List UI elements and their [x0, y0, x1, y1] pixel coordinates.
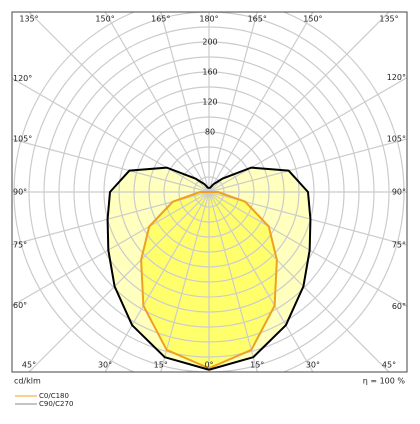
radial-tick-label: 200 [202, 38, 217, 47]
radial-tick-label: 160 [202, 68, 217, 77]
unit-label: cd/klm [14, 377, 41, 386]
angle-label: 60° [13, 301, 27, 310]
radial-line [28, 191, 210, 372]
angle-label: 30° [98, 361, 112, 370]
legend-label: C0/C180 [39, 392, 69, 400]
radial-line [208, 138, 407, 193]
angle-label: 45° [22, 361, 36, 370]
radial-line [208, 12, 258, 193]
radial-line [104, 12, 210, 193]
legend-label: C90/C270 [39, 400, 73, 408]
radial-line [12, 191, 210, 307]
plot-frame [11, 11, 408, 373]
intensity-curve [208, 166, 312, 371]
radial-line [160, 191, 210, 372]
radial-line [12, 77, 210, 193]
grid [12, 12, 407, 372]
radial-line [208, 12, 314, 193]
radial-line [208, 77, 407, 193]
curves [106, 166, 312, 371]
radial-line [208, 191, 407, 307]
angle-label: 135° [19, 15, 38, 24]
radial-line [28, 12, 210, 193]
angle-label: 45° [382, 361, 396, 370]
efficiency-label: η = 100 % [363, 377, 406, 386]
angle-label: 150° [303, 15, 322, 24]
angle-label: 15° [154, 361, 168, 370]
angle-label: 105° [13, 135, 32, 144]
angle-label: 75° [392, 241, 406, 250]
angle-label: 165° [248, 15, 267, 24]
radial-tick-label: 80 [205, 128, 215, 137]
angle-label: 120° [13, 74, 32, 83]
radial-line [208, 191, 314, 372]
radial-line [12, 138, 210, 193]
angle-label: 90° [13, 188, 27, 197]
radial-line [208, 191, 390, 372]
radial-tick-label: 120 [202, 98, 217, 107]
intensity-curve [106, 166, 210, 371]
angle-label: 0° [204, 361, 213, 370]
angle-label: 120° [387, 73, 406, 82]
angle-label: 180° [199, 15, 218, 24]
radial-line [208, 12, 390, 193]
angle-label: 165° [151, 15, 170, 24]
radial-line [104, 191, 210, 372]
radial-line [208, 191, 258, 372]
intensity-curve [140, 191, 210, 370]
angle-label: 75° [13, 240, 27, 249]
angle-label: 135° [379, 15, 398, 24]
angle-label: 30° [306, 361, 320, 370]
angle-label: 90° [392, 188, 406, 197]
angle-label: 105° [387, 134, 406, 143]
radial-line [160, 12, 210, 193]
intensity-curve [208, 191, 278, 370]
angle-label: 60° [392, 302, 406, 311]
angle-label: 150° [95, 15, 114, 24]
angle-label: 15° [250, 361, 264, 370]
